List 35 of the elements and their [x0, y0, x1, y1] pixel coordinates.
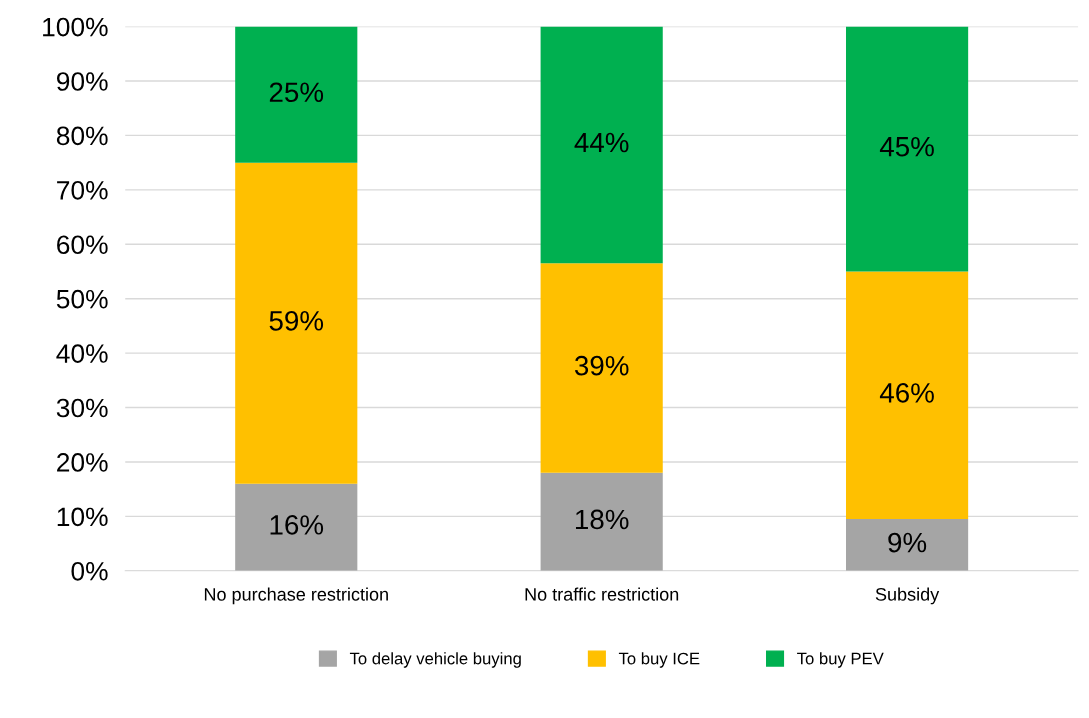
y-tick-label: 0% [71, 561, 108, 581]
bar [235, 162, 358, 484]
data-label: 25% [269, 82, 324, 103]
y-tick-label: 60% [57, 235, 108, 255]
legend-label: To delay vehicle buying [349, 652, 521, 668]
bar [846, 519, 969, 571]
y-tick-label: 10% [57, 507, 108, 527]
x-tick-label: No purchase restriction [204, 587, 388, 605]
bar [846, 26, 969, 272]
y-tick-label: 70% [57, 180, 108, 200]
data-label: 45% [879, 136, 934, 157]
bar [235, 483, 358, 571]
x-tick-label: No traffic restriction [525, 587, 679, 601]
data-label: 39% [574, 355, 629, 376]
bar [540, 472, 663, 571]
data-label: 16% [270, 515, 324, 535]
bar [540, 26, 663, 264]
bar [235, 26, 358, 163]
bar [540, 263, 663, 473]
data-label: 59% [269, 310, 324, 331]
legend-label: To buy ICE [618, 652, 700, 668]
y-tick-label: 90% [56, 72, 108, 91]
data-label: 9% [888, 532, 927, 553]
x-tick-label: Subsidy [875, 587, 940, 605]
y-tick-label: 100% [43, 17, 108, 37]
y-tick-label: 50% [56, 289, 108, 309]
bar [846, 271, 969, 520]
data-label: 46% [879, 383, 934, 403]
legend-label: To buy PEV [797, 652, 884, 668]
data-label: 44% [574, 132, 629, 153]
y-tick-label: 80% [56, 126, 108, 146]
y-tick-label: 40% [56, 344, 108, 363]
data-label: 18% [575, 509, 629, 530]
y-tick-label: 30% [56, 398, 108, 418]
y-tick-label: 20% [57, 453, 108, 472]
